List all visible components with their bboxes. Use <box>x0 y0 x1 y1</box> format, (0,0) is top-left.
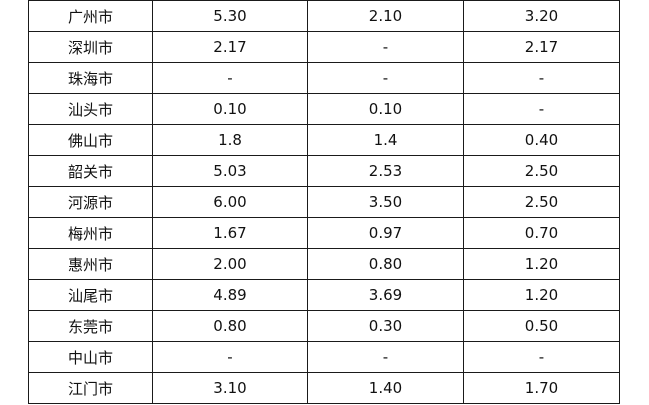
value-total: - <box>152 62 308 94</box>
value-total: 4.89 <box>152 279 308 311</box>
city-name: 梅州市 <box>28 217 153 249</box>
table-row: 梅州市 1.67 0.97 0.70 <box>28 217 620 249</box>
table-row: 深圳市 2.17-2.17 <box>28 31 620 63</box>
value-col2: 1.40 <box>307 372 464 404</box>
city-name: 汕头市 <box>28 93 153 125</box>
value-col2: - <box>307 341 464 373</box>
value-total: - <box>152 341 308 373</box>
table-row: 佛山市 1.8 1.4 0.40 <box>28 124 620 156</box>
city-name: 中山市 <box>28 341 153 373</box>
value-total: 1.8 <box>152 124 308 156</box>
value-col2: 0.80 <box>307 248 464 280</box>
value-total: 0.10 <box>152 93 308 125</box>
value-total: 0.80 <box>152 310 308 342</box>
value-total: 5.30 <box>152 0 308 32</box>
value-col2: 0.30 <box>307 310 464 342</box>
value-col2: 0.97 <box>307 217 464 249</box>
table-row: 河源市 6.00 3.50 2.50 <box>28 186 620 218</box>
value-col2: 0.10 <box>307 93 464 125</box>
value-col3: 1.20 <box>463 279 620 311</box>
city-name: 韶关市 <box>28 155 153 187</box>
table-row: 珠海市 - - - <box>28 62 620 94</box>
value-col2: 3.69 <box>307 279 464 311</box>
value-col2: 3.50 <box>307 186 464 218</box>
table-row: 汕尾市 4.89 3.69 1.20 <box>28 279 620 311</box>
city-name: 汕尾市 <box>28 279 153 311</box>
value-col2: - <box>307 31 464 63</box>
table-row: 江门市 3.10 1.40 1.70 <box>28 372 620 404</box>
value-col3: 2.50 <box>463 155 620 187</box>
value-col3: 2.50 <box>463 186 620 218</box>
value-total: 3.10 <box>152 372 308 404</box>
table-row: 汕头市 0.10 0.10- <box>28 93 620 125</box>
table-row: 广州市 5.30 2.10 3.20 <box>28 0 620 32</box>
value-total: 1.67 <box>152 217 308 249</box>
value-col3: 0.50 <box>463 310 620 342</box>
value-col3: 0.40 <box>463 124 620 156</box>
value-col2: 1.4 <box>307 124 464 156</box>
city-name: 广州市 <box>28 0 153 32</box>
value-col3: 1.20 <box>463 248 620 280</box>
value-total: 5.03 <box>152 155 308 187</box>
city-name: 江门市 <box>28 372 153 404</box>
city-data-table: 广州市 5.30 2.10 3.20 深圳市 2.17-2.17 珠海市 - - - 汕头市 0.10… <box>28 0 620 404</box>
value-col2: 2.53 <box>307 155 464 187</box>
value-col2: 2.10 <box>307 0 464 32</box>
value-col3: - <box>463 93 620 125</box>
value-col3: - <box>463 341 620 373</box>
table-row: 韶关市 5.03 2.53 2.50 <box>28 155 620 187</box>
city-name: 佛山市 <box>28 124 153 156</box>
value-col3: 0.70 <box>463 217 620 249</box>
value-col2: - <box>307 62 464 94</box>
value-col3: - <box>463 62 620 94</box>
city-name: 珠海市 <box>28 62 153 94</box>
city-name: 东莞市 <box>28 310 153 342</box>
city-name: 河源市 <box>28 186 153 218</box>
value-total: 2.00 <box>152 248 308 280</box>
value-col3: 2.17 <box>463 31 620 63</box>
table-row: 东莞市 0.80 0.30 0.50 <box>28 310 620 342</box>
table-row: 中山市 - - - <box>28 341 620 373</box>
value-col3: 1.70 <box>463 372 620 404</box>
city-name: 深圳市 <box>28 31 153 63</box>
value-total: 2.17 <box>152 31 308 63</box>
table-row: 惠州市 2.00 0.80 1.20 <box>28 248 620 280</box>
value-col3: 3.20 <box>463 0 620 32</box>
city-name: 惠州市 <box>28 248 153 280</box>
value-total: 6.00 <box>152 186 308 218</box>
